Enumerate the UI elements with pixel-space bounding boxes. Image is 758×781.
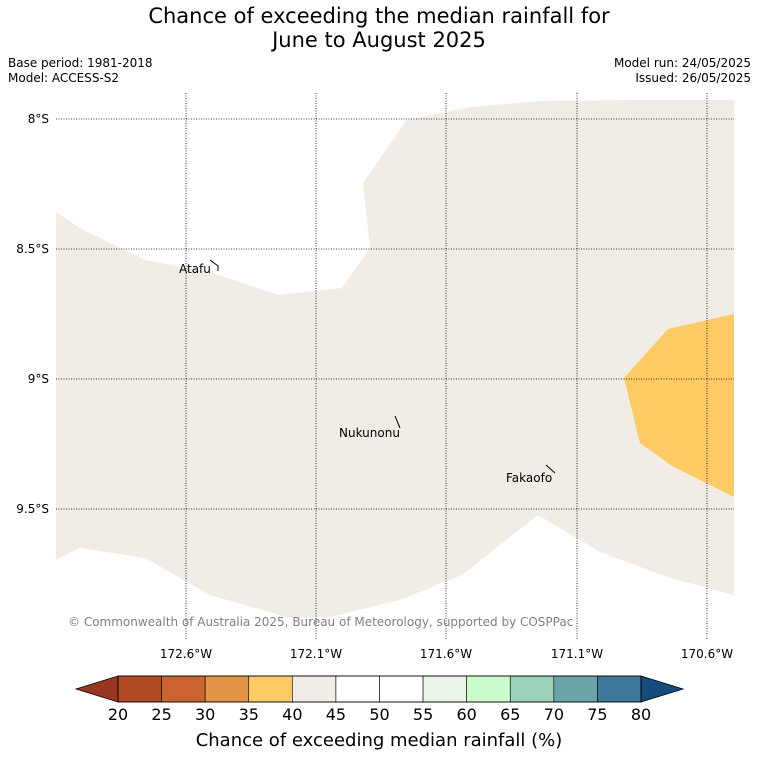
colorbar-tick-label: 35 <box>239 705 259 724</box>
latitude-gridlines <box>56 118 734 510</box>
place-label-atafu: Atafu <box>179 262 211 276</box>
nukunonu-atoll-outline <box>394 415 401 429</box>
colorbar-tick-label: 25 <box>151 705 171 724</box>
colorbar-tick-label: 20 <box>108 705 128 724</box>
lon-label-171-1w: 171.1°W <box>551 647 603 661</box>
colorbar-cell <box>422 675 467 703</box>
colorbar-tick-label: 70 <box>544 705 564 724</box>
forecast-area-background <box>56 100 734 618</box>
colorbar-extend-low <box>74 675 119 703</box>
colorbar: 20 25 30 35 40 45 50 55 60 65 70 75 80 <box>74 675 685 724</box>
colorbar-cell <box>292 675 337 703</box>
colorbar-cell <box>161 675 206 703</box>
colorbar-cell <box>509 675 555 703</box>
model-run: Model run: 24/05/2025 <box>613 56 751 70</box>
colorbar-cell <box>335 675 380 703</box>
place-label-fakaofo: Fakaofo <box>506 471 552 485</box>
colorbar-tick-label: 45 <box>326 705 346 724</box>
lon-label-172-6w: 172.6°W <box>160 647 212 661</box>
colorbar-tick-label: 65 <box>500 705 520 724</box>
copyright-text: © Commonwealth of Australia 2025, Bureau… <box>68 615 573 629</box>
meta-left: Base period: 1981-2018 Model: ACCESS-S2 <box>8 56 153 86</box>
lon-label-170-6w: 170.6°W <box>681 647 733 661</box>
issued-date: Issued: 26/05/2025 <box>635 71 751 85</box>
chart-title: Chance of exceeding the median rainfall … <box>0 4 758 52</box>
lat-label-8-5s: 8.5°S <box>16 242 49 256</box>
colorbar-cell <box>117 675 162 703</box>
colorbar-label: Chance of exceeding median rainfall (%) <box>195 730 563 751</box>
colorbar-cell <box>597 675 642 703</box>
meta-right: Model run: 24/05/2025 Issued: 26/05/2025 <box>614 56 751 86</box>
colorbar-cell <box>553 675 598 703</box>
model-name: Model: ACCESS-S2 <box>8 71 120 85</box>
colorbar-tick-label: 55 <box>413 705 433 724</box>
base-period: Base period: 1981-2018 <box>8 56 153 70</box>
colorbar-tick-label: 80 <box>631 705 651 724</box>
lon-label-171-6w: 171.6°W <box>420 647 472 661</box>
fakaofo-atoll-outline <box>545 464 556 474</box>
colorbar-tick-label: 50 <box>369 705 389 724</box>
place-label-nukunonu: Nukunonu <box>339 426 400 440</box>
lat-label-9s: 9°S <box>28 372 49 386</box>
colorbar-cell <box>379 675 424 703</box>
title-line-1: Chance of exceeding the median rainfall … <box>148 4 610 28</box>
colorbar-ticks: 20 25 30 35 40 45 50 55 60 65 70 75 80 <box>108 705 651 724</box>
colorbar-tick-label: 40 <box>282 705 302 724</box>
lon-label-172-1w: 172.1°W <box>290 647 342 661</box>
colorbar-cell <box>466 675 511 703</box>
colorbar-tick-label: 30 <box>195 705 215 724</box>
lat-label-9-5s: 9.5°S <box>16 502 49 516</box>
atafu-atoll-outline <box>209 259 219 271</box>
title-line-2: June to August 2025 <box>272 28 486 52</box>
colorbar-extend-high <box>640 675 685 703</box>
colorbar-frame <box>117 675 642 703</box>
colorbar-cell <box>248 675 293 703</box>
colorbar-cells <box>117 675 642 703</box>
colorbar-tick-label: 60 <box>456 705 476 724</box>
longitude-gridlines <box>185 93 708 640</box>
colorbar-tick-label: 75 <box>587 705 607 724</box>
colorbar-cell <box>204 675 250 703</box>
lat-label-8s: 8°S <box>28 112 49 126</box>
probability-area-35-40 <box>624 314 734 497</box>
